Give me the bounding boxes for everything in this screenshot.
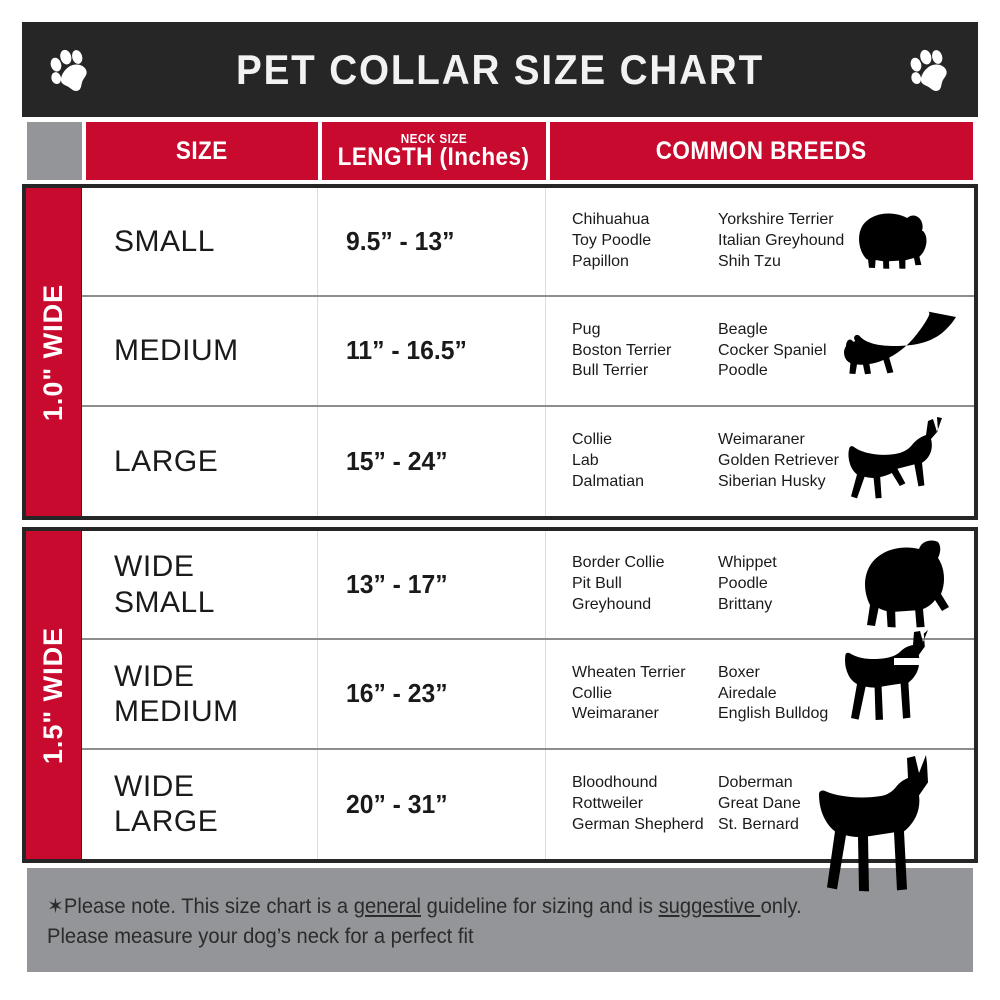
breed-list-column-2: Boxer Airedale English Bulldog (718, 663, 829, 723)
cell-breeds: Pug Boston Terrier Bull Terrier Beagle Cock… (546, 297, 974, 404)
paw-print-icon (910, 49, 947, 91)
cell-size: MEDIUM (82, 297, 318, 405)
footer-text-a: ✶Please note. This size chart is a (47, 895, 354, 918)
table-row[interactable]: LARGE 15” - 24” Collie Lab Dalmatian Weima… (82, 406, 974, 516)
footer-underline-suggestive: suggestive (658, 895, 761, 918)
cell-size: WIDE LARGE (82, 749, 318, 859)
size-label: WIDE LARGE (114, 769, 219, 839)
section-rows: WIDE SMALL 13” - 17” Border Collie Pit Bul… (82, 531, 974, 892)
breed-list-column-2: Doberman Great Dane St. Bernard (718, 774, 801, 833)
table-header-row: SIZE NECK SIZE LENGTH (Inches) COMMON BR… (22, 122, 978, 180)
cell-length: 13” - 17” (318, 531, 546, 639)
column-header-breeds: COMMON BREEDS (550, 122, 973, 180)
footer-text-b: guideline for sizing and is (421, 895, 659, 918)
cell-breeds: Collie Lab Dalmatian Weimaraner Golden Retr… (546, 407, 974, 516)
size-label: SMALL (114, 224, 215, 258)
cell-size: WIDE SMALL (82, 531, 318, 639)
breed-list-column-2: Whippet Poodle Brittany (718, 554, 777, 614)
chart-title-bar: PET COLLAR SIZE CHART (22, 22, 978, 117)
length-label: 11” - 16.5” (346, 335, 467, 366)
breed-list-column-1: Chihuahua Toy Poodle Papillon (572, 211, 652, 271)
footer-note-line-1: ✶Please note. This size chart is a gener… (47, 892, 921, 922)
cell-size: SMALL (82, 188, 318, 296)
table-row[interactable]: MEDIUM 11” - 16.5” Pug Boston Terrier Bull… (82, 297, 974, 407)
length-label: 20” - 31” (346, 788, 448, 819)
cell-length: 20” - 31” (318, 749, 546, 859)
cell-length: 16” - 23” (318, 640, 546, 748)
footer-note-line-2: Please measure your dog’s neck for a per… (47, 925, 474, 949)
size-section-1-5-inch: 1.5" WIDE WIDE SMALL 13” - 17” Border Col… (22, 527, 978, 892)
section-band-1-inch: 1.0" WIDE (26, 188, 81, 516)
cell-breeds: Border Collie Pit Bull Greyhound Whippet Po… (546, 531, 974, 638)
breed-list-column-1: Wheaten Terrier Collie Weimaraner (572, 663, 686, 723)
column-header-size-label: SIZE (176, 136, 228, 165)
size-label: MEDIUM (114, 334, 239, 368)
breed-list-column-2: Yorkshire Terrier Italian Greyhound Shih T… (718, 211, 845, 271)
pet-collar-size-chart: PET COLLAR SIZE CHART SIZE NECK SIZE LEN… (22, 22, 978, 978)
cell-length: 15” - 24” (318, 406, 546, 516)
footer-note: ✶Please note. This size chart is a gener… (27, 868, 973, 972)
header-corner-cell (27, 122, 82, 180)
column-header-neck-size-label: NECK SIZE (400, 130, 468, 146)
length-label: 13” - 17” (346, 569, 448, 600)
section-band-label: 1.0" WIDE (38, 283, 68, 421)
column-header-breeds-label: COMMON BREEDS (656, 136, 867, 165)
breed-list-column-1: Border Collie Pit Bull Greyhound (572, 554, 665, 614)
paw-print-icon (50, 49, 87, 91)
column-header-length: NECK SIZE LENGTH (Inches) (322, 122, 546, 180)
breed-list-column-2: Weimaraner Golden Retriever Siberian Husky (718, 431, 839, 490)
breed-list-column-1: Pug Boston Terrier Bull Terrier (572, 320, 672, 380)
section-band-label: 1.5" WIDE (38, 626, 68, 764)
column-header-size: SIZE (86, 122, 318, 180)
cell-length: 9.5” - 13” (318, 188, 546, 296)
table-row[interactable]: WIDE MEDIUM 16” - 23” Wheaten Terrier Coll… (82, 629, 974, 750)
page-title: PET COLLAR SIZE CHART (235, 45, 765, 93)
size-section-1-inch: 1.0" WIDE SMALL 9.5” - 13” Chihuahua Toy … (22, 184, 978, 520)
cell-size: WIDE MEDIUM (82, 640, 318, 748)
section-band-1-5-inch: 1.5" WIDE (26, 531, 81, 859)
footer-text-c: only. (760, 895, 802, 918)
size-label: WIDE MEDIUM (114, 659, 239, 728)
length-label: 16” - 23” (346, 678, 448, 709)
cell-length: 11” - 16.5” (318, 297, 546, 405)
table-row[interactable]: WIDE SMALL 13” - 17” Border Collie Pit Bul… (82, 531, 974, 641)
cell-breeds: Chihuahua Toy Poodle Papillon Yorkshire Te… (546, 188, 974, 295)
footer-underline-general: general (353, 895, 422, 918)
breed-list-column-2: Beagle Cocker Spaniel Poodle (718, 320, 827, 380)
column-header-length-label: LENGTH (Inches) (338, 142, 530, 171)
size-label: LARGE (114, 444, 219, 478)
size-label: WIDE SMALL (114, 550, 215, 619)
breed-list-column-1: Bloodhound Rottweiler German Shepherd (572, 774, 704, 833)
breed-list-column-1: Collie Lab Dalmatian (572, 431, 645, 490)
length-label: 15” - 24” (346, 445, 448, 476)
cell-size: LARGE (82, 406, 318, 516)
length-label: 9.5” - 13” (346, 226, 455, 257)
table-row[interactable]: SMALL 9.5” - 13” Chihuahua Toy Poodle Papi… (82, 188, 974, 298)
cell-breeds: Bloodhound Rottweiler German Shepherd Dobe… (546, 750, 974, 892)
section-rows: SMALL 9.5” - 13” Chihuahua Toy Poodle Papi… (82, 188, 974, 516)
cell-breeds: Wheaten Terrier Collie Weimaraner Boxer Air… (546, 629, 974, 747)
table-row[interactable]: WIDE LARGE 20” - 31” Bloodhound Rottweiler… (82, 749, 974, 892)
